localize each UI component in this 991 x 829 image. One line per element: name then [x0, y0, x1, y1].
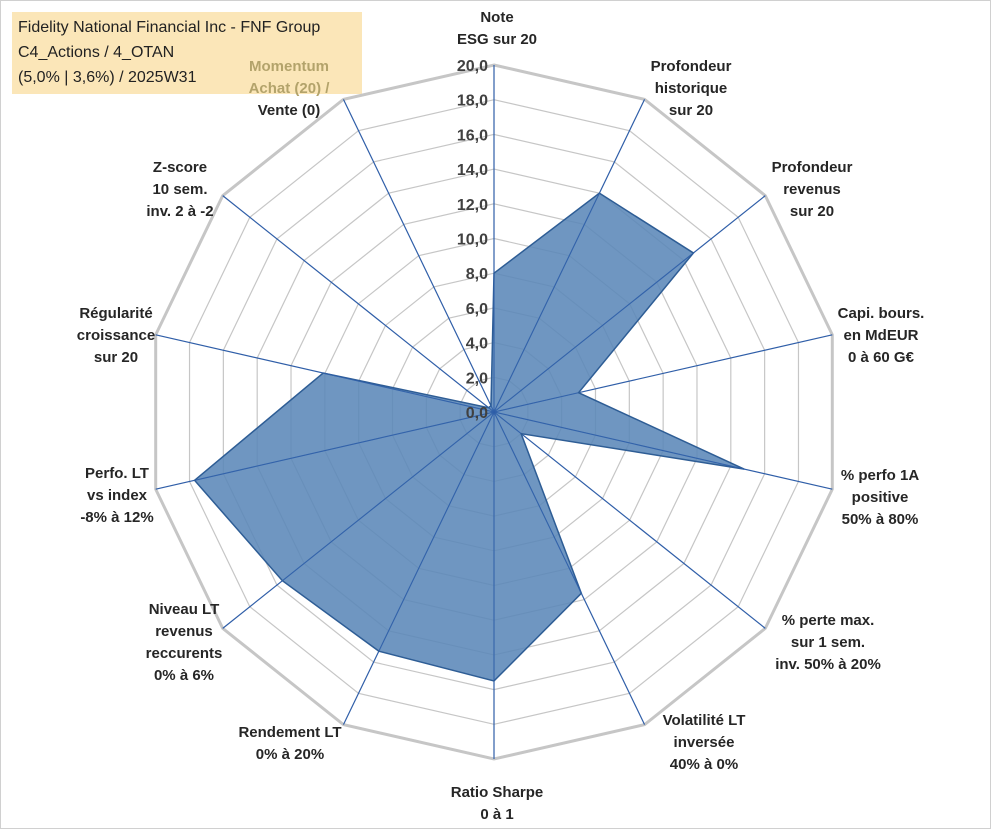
tick-label-1: 2,0: [466, 370, 488, 387]
axis-label-6-line-2: sur 1 sem.: [791, 634, 865, 651]
axis-label-14-line-3: Vente (0): [258, 102, 321, 119]
spoke-overlay-10: [282, 411, 495, 582]
axis-label-3: Profondeur revenus sur 20: [772, 159, 853, 220]
spoke-overlay-6: [493, 411, 522, 435]
axis-label-13-line-2: 10 sem.: [152, 181, 207, 198]
axis-label-13-line-1: Z-score: [153, 159, 207, 176]
spoke-13: [222, 195, 495, 413]
axis-label-14-line-2: Achat (20) /: [249, 80, 331, 97]
spoke-overlay-11: [194, 411, 495, 481]
info-line-category: C4_Actions / 4_OTAN: [18, 44, 175, 61]
axis-label-11: Perfo. LT vs index -8% à 12%: [80, 465, 153, 526]
spoke-overlay-3: [493, 252, 694, 413]
axis-label-12-line-3: sur 20: [94, 349, 138, 366]
axis-label-5-line-2: positive: [852, 489, 909, 506]
axis-label-12: Régularité croissance sur 20: [77, 305, 155, 366]
spoke-overlay-13: [488, 407, 495, 413]
axis-label-7-line-3: 40% à 0%: [670, 756, 738, 773]
tick-label-0: 0,0: [466, 405, 488, 422]
info-line-title: Fidelity National Financial Inc - FNF Gr…: [18, 19, 321, 36]
axis-label-12-line-1: Régularité: [79, 305, 152, 322]
tick-label-2: 4,0: [466, 336, 488, 353]
axis-label-4-line-1: Capi. bours.: [838, 305, 925, 322]
axis-label-10: Niveau LT revenus reccurents 0% à 6%: [146, 601, 223, 684]
axis-label-10-line-3: reccurents: [146, 645, 223, 662]
tick-label-5: 10,0: [457, 232, 488, 249]
axis-label-9-line-1: Rendement LT: [238, 724, 341, 741]
axis-label-1: Note ESG sur 20: [457, 9, 537, 48]
tick-label-3: 6,0: [466, 301, 488, 318]
axis-label-2-line-3: sur 20: [669, 102, 713, 119]
axis-label-1-line-1: Note: [480, 9, 513, 26]
tick-label-6: 12,0: [457, 197, 488, 214]
axis-label-8: Ratio Sharpe 0 à 1: [451, 784, 544, 823]
axis-label-6: % perte max. sur 1 sem. inv. 50% à 20%: [775, 612, 881, 673]
tick-label-9: 18,0: [457, 93, 488, 110]
spoke-overlay-4: [493, 392, 579, 413]
axis-label-14: Momentum Achat (20) / Vente (0): [249, 58, 331, 119]
axis-label-5-line-1: % perfo 1A: [841, 467, 920, 484]
axis-label-3-line-2: revenus: [783, 181, 841, 198]
axis-label-7-line-1: Volatilité LT: [663, 712, 746, 729]
tick-label-8: 16,0: [457, 127, 488, 144]
axis-label-11-line-2: vs index: [87, 487, 148, 504]
tick-label-7: 14,0: [457, 162, 488, 179]
spoke-overlay-12: [323, 372, 495, 413]
axis-label-9-line-2: 0% à 20%: [256, 746, 324, 763]
spoke-6: [493, 411, 766, 629]
axis-label-5-line-3: 50% à 80%: [842, 511, 919, 528]
info-box: Fidelity National Financial Inc - FNF Gr…: [12, 12, 362, 94]
spoke-overlay-9: [378, 411, 495, 652]
axis-label-13-line-3: inv. 2 à -2: [146, 203, 213, 220]
axis-label-3-line-3: sur 20: [790, 203, 834, 220]
tick-label-10: 20,0: [457, 58, 488, 75]
axis-label-7-line-2: inversée: [674, 734, 735, 751]
tick-label-4: 8,0: [466, 266, 488, 283]
info-line-stats: (5,0% | 3,6%) / 2025W31: [18, 69, 197, 86]
axis-label-4-line-3: 0 à 60 G€: [848, 349, 915, 366]
axis-label-9: Rendement LT 0% à 20%: [238, 724, 341, 763]
axis-label-6-line-3: inv. 50% à 20%: [775, 656, 881, 673]
axis-label-3-line-1: Profondeur: [772, 159, 853, 176]
axis-label-13: Z-score 10 sem. inv. 2 à -2: [146, 159, 213, 220]
axis-label-11-line-3: -8% à 12%: [80, 509, 153, 526]
axis-label-10-line-1: Niveau LT: [149, 601, 220, 618]
axis-label-2-line-1: Profondeur: [651, 58, 732, 75]
axis-label-10-line-2: revenus: [155, 623, 213, 640]
spoke-overlay-5: [493, 411, 745, 470]
axis-label-2-line-2: historique: [655, 80, 728, 97]
axis-label-6-line-1: % perte max.: [782, 612, 875, 629]
spoke-overlay-2: [493, 192, 600, 413]
axis-label-4-line-2: en MdEUR: [844, 327, 919, 344]
axis-label-2: Profondeur historique sur 20: [651, 58, 732, 119]
axis-label-8-line-2: 0 à 1: [480, 806, 513, 823]
axis-label-5: % perfo 1A positive 50% à 80%: [841, 467, 920, 528]
spoke-overlay-7: [493, 411, 582, 594]
axis-label-1-line-2: ESG sur 20: [457, 31, 537, 48]
axis-label-8-line-1: Ratio Sharpe: [451, 784, 544, 801]
axis-label-12-line-2: croissance: [77, 327, 155, 344]
axis-label-4: Capi. bours. en MdEUR 0 à 60 G€: [838, 305, 925, 366]
spoke-overlay-14: [490, 405, 495, 413]
axis-label-11-line-1: Perfo. LT: [85, 465, 149, 482]
spoke-14: [342, 99, 495, 413]
axis-label-10-line-4: 0% à 6%: [154, 667, 214, 684]
axis-label-14-line-1: Momentum: [249, 58, 329, 75]
axis-label-7: Volatilité LT inversée 40% à 0%: [663, 712, 746, 773]
